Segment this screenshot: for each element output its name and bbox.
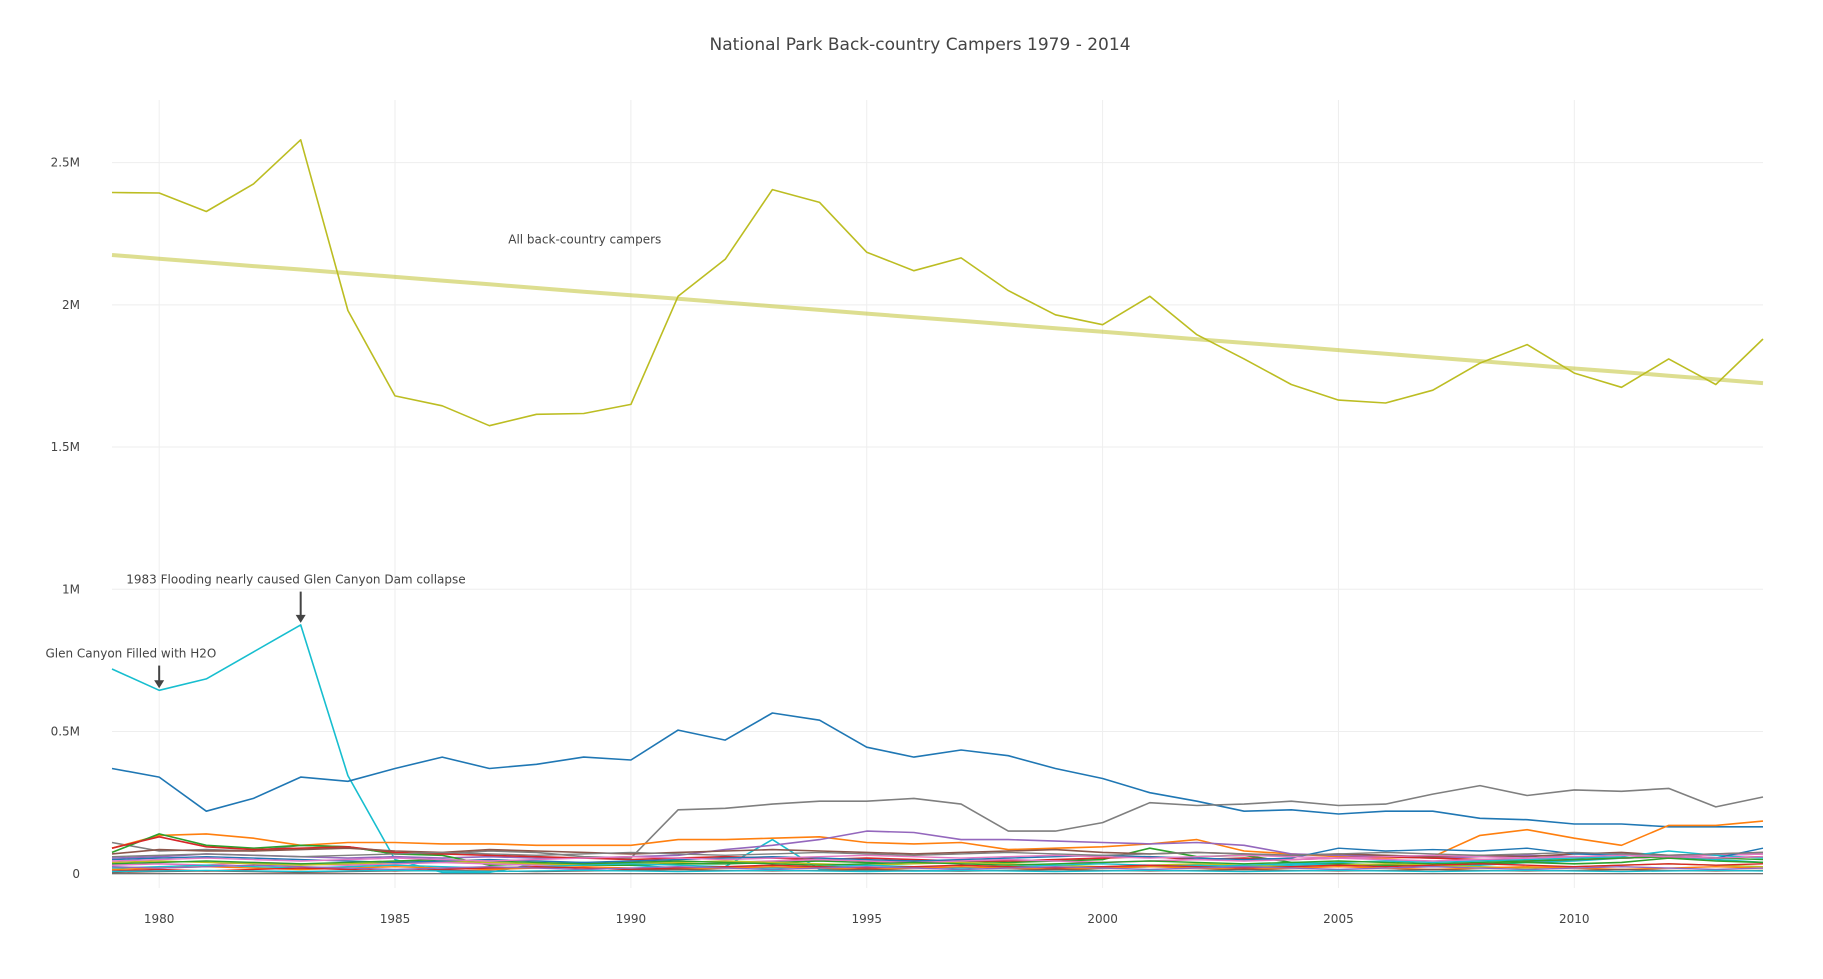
annotation-arrowhead-1	[295, 614, 306, 623]
x-tick-label: 2000	[1087, 912, 1118, 926]
annotations: All back-country campers 1983 Flooding ne…	[45, 233, 661, 689]
y-axis: 0 0.5M 1M 1.5M 2M 2.5M	[51, 156, 80, 881]
series-line-1	[111, 253, 1764, 386]
grid	[112, 100, 1763, 888]
series-line-19	[111, 854, 1764, 862]
series-group	[111, 139, 1764, 874]
x-tick-label: 1990	[616, 912, 647, 926]
annotation-arrowhead-2	[154, 680, 165, 689]
x-tick-label: 2010	[1559, 912, 1590, 926]
annotation-label-0: All back-country campers	[508, 233, 661, 247]
annotation-label-2: Glen Canyon Filled with H2O	[45, 647, 216, 661]
y-tick-label: 1M	[62, 582, 80, 596]
x-tick-label: 2005	[1323, 912, 1354, 926]
chart-title: National Park Back-country Campers 1979 …	[709, 35, 1130, 55]
series-line-15	[111, 856, 1764, 866]
series-line-10	[111, 853, 1764, 867]
series-line-5	[111, 820, 1764, 859]
x-tick-label: 1995	[851, 912, 882, 926]
series-line-0	[111, 139, 1764, 427]
annotation-label-1: 1983 Flooding nearly caused Glen Canyon …	[126, 573, 465, 587]
series-line-13	[111, 847, 1764, 864]
y-tick-label: 0.5M	[51, 725, 80, 739]
x-axis: 1980 1985 1990 1995 2000 2005 2010	[144, 912, 1590, 926]
y-tick-label: 2M	[62, 298, 80, 312]
y-tick-label: 2.5M	[51, 156, 80, 170]
x-tick-label: 1980	[144, 912, 175, 926]
series-line-3	[111, 712, 1763, 828]
series-line-21	[111, 869, 1764, 873]
series-line-17	[111, 864, 1764, 871]
series-line-20	[111, 851, 1764, 858]
y-tick-label: 1.5M	[51, 440, 80, 454]
x-tick-label: 1985	[380, 912, 411, 926]
y-tick-label: 0	[72, 867, 80, 881]
